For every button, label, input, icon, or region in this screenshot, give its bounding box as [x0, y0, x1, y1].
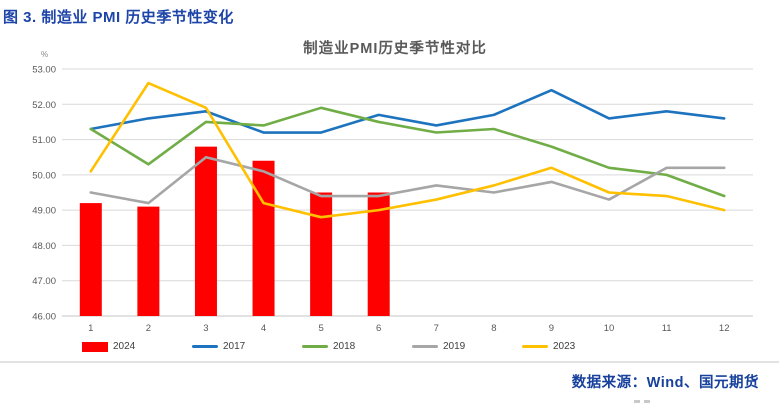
legend-item-2019: 2019 — [412, 341, 522, 352]
line-series-2017 — [89, 88, 726, 134]
legend-label: 2018 — [333, 341, 356, 352]
y-axis-label: 47.00 — [32, 276, 56, 287]
legend-swatch-2023 — [522, 344, 548, 349]
cutoff-text-artifact — [634, 400, 640, 403]
chart-legend: 2024 2017 2018 2019 2023 — [82, 341, 632, 352]
y-axis-label: 51.00 — [32, 135, 56, 146]
legend-swatch-2024 — [82, 341, 108, 352]
y-axis-label: 50.00 — [32, 170, 56, 181]
x-axis-label: 12 — [719, 323, 730, 334]
x-axis-label: 5 — [318, 323, 323, 334]
legend-item-2023: 2023 — [522, 341, 632, 352]
data-source: 数据来源：Wind、国元期货 — [571, 375, 759, 391]
bar-2024-m3 — [194, 146, 217, 316]
bar-2024-m1 — [79, 203, 102, 316]
legend-label: 2023 — [553, 341, 576, 352]
legend-item-2017: 2017 — [192, 341, 302, 352]
chart-title: 制造业PMI历史季节性对比 — [303, 41, 487, 57]
legend-label: 2019 — [443, 341, 466, 352]
bar-2024-m6 — [367, 192, 390, 316]
bar-2024-m4 — [252, 160, 275, 316]
x-axis-label: 3 — [203, 323, 208, 334]
y-axis-label: 46.00 — [32, 312, 56, 323]
y-axis-unit-label: % — [41, 50, 49, 59]
legend-item-2018: 2018 — [302, 341, 412, 352]
x-axis-label: 6 — [376, 323, 381, 334]
x-axis-label: 9 — [549, 323, 554, 334]
legend-swatch-2018 — [302, 344, 328, 349]
legend-swatch-2019 — [412, 344, 438, 349]
bar-2024-m2 — [137, 206, 160, 316]
line-series-2018 — [89, 106, 726, 198]
bar-2024-m5 — [310, 192, 333, 316]
y-axis-label: 49.00 — [32, 206, 56, 217]
x-axis-label: 10 — [604, 323, 615, 334]
x-axis-label: 2 — [146, 323, 151, 334]
legend-label: 2024 — [113, 341, 136, 352]
legend-label: 2017 — [223, 341, 246, 352]
line-series-2019 — [89, 155, 726, 205]
y-axis-label: 53.00 — [32, 65, 56, 76]
divider — [0, 361, 779, 363]
y-axis-label: 52.00 — [32, 100, 56, 111]
y-axis-label: 48.00 — [32, 241, 56, 252]
legend-item-2024: 2024 — [82, 341, 192, 352]
x-axis-label: 8 — [491, 323, 496, 334]
x-axis-label: 11 — [662, 323, 672, 334]
figure-caption: 图 3. 制造业 PMI 历史季节性变化 — [3, 9, 234, 26]
line-series-2023 — [89, 81, 726, 219]
legend-swatch-2017 — [192, 344, 218, 349]
x-axis-label: 4 — [261, 323, 266, 334]
x-axis-label: 1 — [88, 323, 93, 334]
x-axis-label: 7 — [434, 323, 439, 334]
